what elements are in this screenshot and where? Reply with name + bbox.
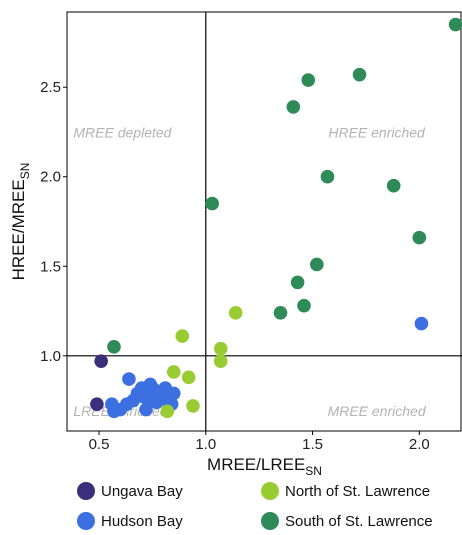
data-point — [213, 354, 228, 368]
data-point — [273, 306, 288, 320]
data-point — [448, 17, 462, 32]
y-axis-title-subscript: SN — [18, 163, 32, 180]
data-point — [290, 275, 305, 290]
legend-swatch — [77, 512, 95, 530]
plot-frame — [66, 11, 462, 432]
y-axis-title-main: HREE/MREE — [9, 179, 28, 280]
quadrant-annotation: MREE enriched — [328, 403, 427, 419]
data-point — [228, 306, 243, 320]
y-tick-label: 1.5 — [40, 258, 61, 275]
x-tick-label: 0.5 — [89, 436, 110, 453]
data-point — [181, 370, 196, 385]
data-point — [107, 340, 121, 354]
y-tick-label: 2.0 — [40, 169, 61, 186]
x-tick-label: 2.0 — [409, 436, 430, 453]
data-point — [160, 404, 175, 419]
data-point — [166, 386, 181, 401]
x-axis-title-subscript: SN — [305, 464, 322, 478]
reference-lines — [67, 12, 462, 431]
quadrant-annotation: HREE enriched — [328, 124, 426, 140]
y-axis-title: HREE/MREESN — [9, 163, 32, 281]
y-tick-label: 1.0 — [40, 348, 61, 365]
legend-swatch — [77, 482, 95, 500]
legend: Ungava Bay North of St. Lawrence Hudson Ba… — [77, 482, 433, 530]
y-axis-ticks: 1.0 1.5 2.0 2.5 — [40, 79, 67, 365]
data-points — [90, 17, 462, 419]
x-axis-ticks: 0.5 1.0 1.5 2.0 — [89, 431, 430, 453]
data-point — [90, 397, 104, 411]
data-point — [320, 169, 335, 184]
data-point — [310, 257, 324, 272]
data-point — [301, 73, 316, 87]
quadrant-annotation: MREE depleted — [73, 124, 172, 140]
data-point — [213, 341, 228, 356]
legend-label: South of St. Lawrence — [285, 513, 433, 530]
x-axis-title: MREE/LREESN — [207, 455, 322, 478]
data-point — [286, 100, 301, 114]
data-point — [205, 196, 219, 211]
legend-label: North of St. Lawrence — [285, 483, 430, 500]
data-point — [139, 402, 153, 417]
data-point — [186, 399, 200, 413]
data-point — [412, 230, 427, 245]
legend-swatch — [261, 482, 279, 500]
legend-swatch — [261, 512, 279, 530]
data-point — [414, 316, 429, 331]
legend-label: Hudson Bay — [101, 513, 183, 530]
data-point — [386, 178, 401, 193]
data-point — [94, 354, 108, 368]
x-axis-title-main: MREE/LREE — [207, 455, 305, 474]
x-tick-label: 1.5 — [302, 436, 323, 453]
data-point — [122, 372, 136, 386]
data-point — [166, 365, 181, 379]
data-point — [175, 329, 190, 343]
x-tick-label: 1.0 — [195, 436, 216, 453]
data-point — [352, 67, 367, 82]
legend-label: Ungava Bay — [101, 483, 183, 500]
y-tick-label: 2.5 — [40, 79, 61, 96]
data-point — [297, 298, 311, 313]
